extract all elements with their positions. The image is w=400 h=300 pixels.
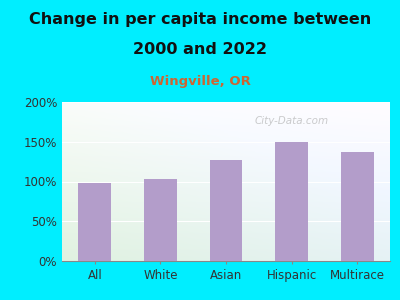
Bar bbox=[275, 142, 308, 261]
Bar bbox=[210, 160, 242, 261]
Text: Change in per capita income between: Change in per capita income between bbox=[29, 12, 371, 27]
Text: City-Data.com: City-Data.com bbox=[254, 116, 329, 126]
Text: 2000 and 2022: 2000 and 2022 bbox=[133, 42, 267, 57]
Text: Wingville, OR: Wingville, OR bbox=[150, 75, 250, 88]
Bar bbox=[144, 179, 177, 261]
Bar bbox=[78, 183, 111, 261]
Bar bbox=[341, 152, 374, 261]
